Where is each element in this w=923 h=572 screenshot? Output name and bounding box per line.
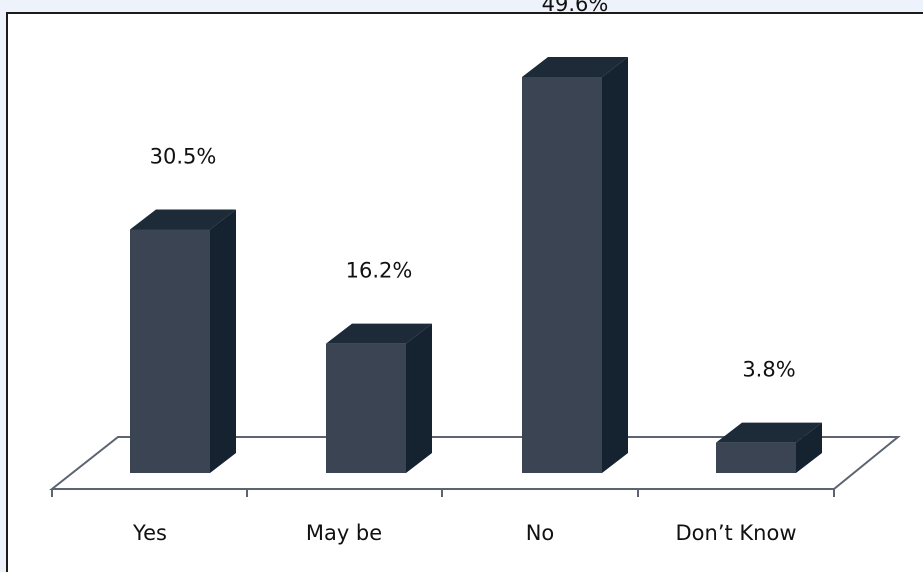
bar-top-face	[326, 323, 432, 344]
category-label: No	[526, 521, 555, 545]
bar-side-face	[602, 57, 628, 473]
bar-front-face	[716, 442, 796, 473]
value-labels-group: 30.5% 16.2% 49.6% 3.8%	[150, 0, 796, 382]
bar-front-face	[522, 77, 602, 473]
bars-group	[130, 57, 822, 473]
bar-side-face	[210, 209, 236, 473]
category-label: Don’t Know	[675, 521, 796, 545]
data-label: 3.8%	[742, 358, 795, 382]
bar-top-face	[716, 422, 822, 443]
category-label: May be	[306, 521, 382, 545]
data-label: 49.6%	[542, 0, 609, 16]
category-label: Yes	[132, 521, 167, 545]
bar	[522, 57, 628, 473]
bar-side-face	[406, 323, 432, 473]
floor-plane	[49, 436, 901, 490]
bar-front-face	[130, 229, 210, 473]
category-labels-group: Yes May be No Don’t Know	[132, 521, 796, 545]
bar-side-face	[796, 422, 822, 473]
bar-top-face	[522, 57, 628, 77]
bar	[716, 422, 822, 473]
data-label: 30.5%	[150, 144, 217, 168]
bar-top-face	[130, 209, 236, 230]
bar-front-face	[326, 343, 406, 473]
bar	[326, 323, 432, 473]
chart-floor	[49, 436, 901, 497]
data-label: 16.2%	[346, 259, 413, 283]
bar	[130, 209, 236, 473]
